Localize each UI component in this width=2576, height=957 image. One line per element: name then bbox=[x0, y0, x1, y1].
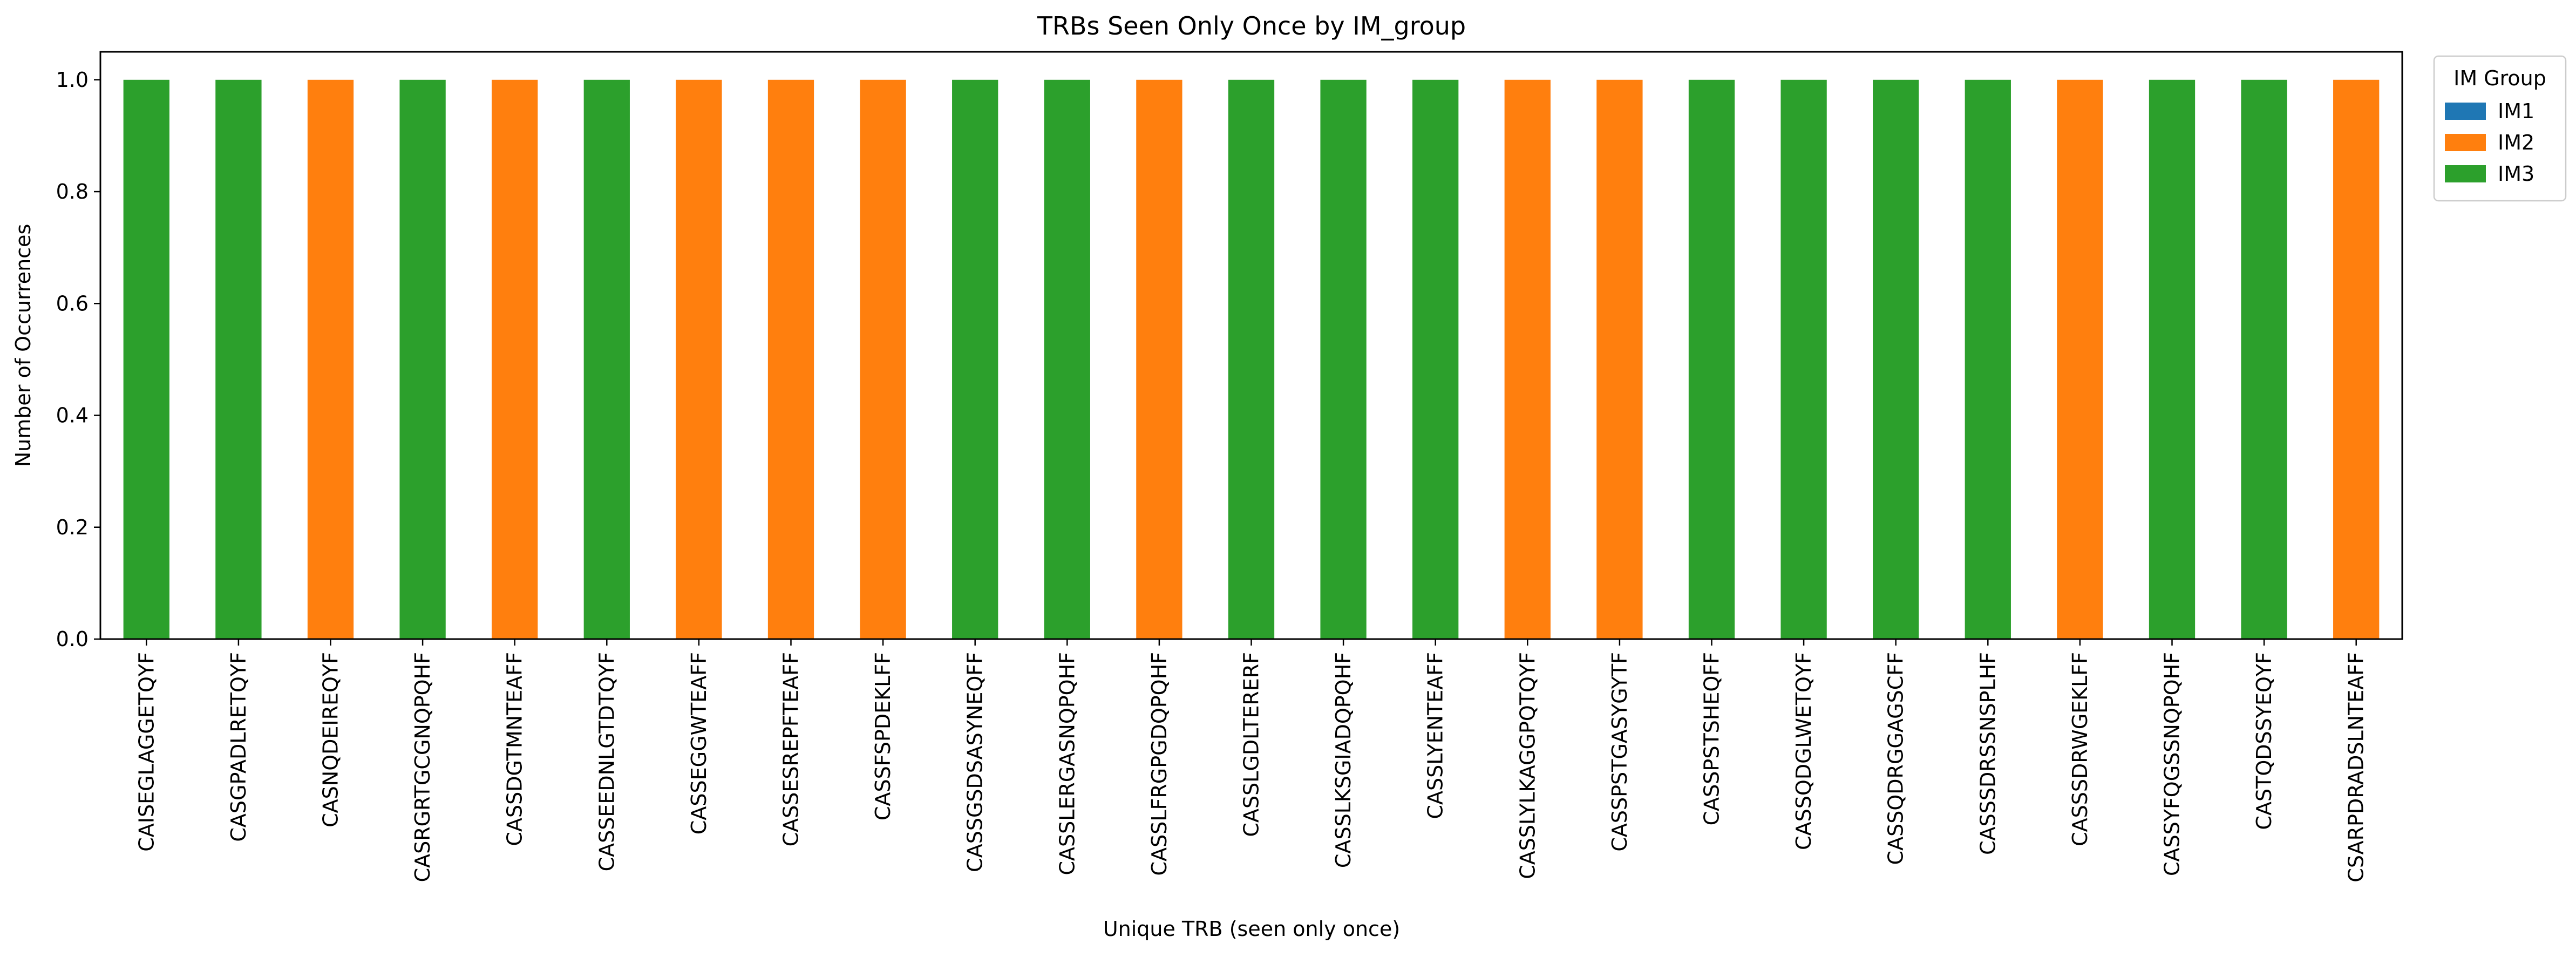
x-tick-label: CASSLYLKAGGPQTQYF bbox=[1515, 652, 1539, 879]
x-tick-label: CASSSDRSSNSPLHF bbox=[1976, 652, 2000, 855]
bar-im3-3 bbox=[399, 79, 446, 639]
bar-im2-6 bbox=[676, 79, 722, 639]
bar-im2-8 bbox=[860, 79, 906, 639]
bar-im3-0 bbox=[123, 79, 169, 639]
bar-im3-23 bbox=[2241, 79, 2287, 639]
bar-im3-1 bbox=[215, 79, 262, 639]
legend-label-im1: IM1 bbox=[2498, 99, 2534, 123]
x-axis-label: Unique TRB (seen only once) bbox=[1103, 917, 1400, 941]
x-tick-label: CASSLKSGIADQPQHF bbox=[1331, 652, 1355, 868]
legend-items: IM1 IM2 IM3 bbox=[2445, 99, 2534, 186]
x-tick-label: CASSEEDNLGTDTQYF bbox=[595, 652, 618, 871]
x-tick-label: CASNQDEIREQYF bbox=[319, 652, 343, 827]
legend-swatch-im2 bbox=[2445, 134, 2486, 151]
legend-label-im3: IM3 bbox=[2498, 162, 2534, 186]
legend-title: IM Group bbox=[2453, 66, 2546, 90]
bar-im3-5 bbox=[583, 79, 630, 639]
bar-im3-18 bbox=[1780, 79, 1827, 639]
legend-frame bbox=[2433, 55, 2567, 202]
x-tick-label: CASSDGTMNTEAFF bbox=[503, 652, 527, 846]
x-tick-label: CASSLFRGPGDQPQHF bbox=[1147, 652, 1171, 875]
bar-im2-15 bbox=[1504, 79, 1551, 639]
legend-swatch-im1 bbox=[2445, 103, 2486, 120]
bar-im3-20 bbox=[1965, 79, 2011, 639]
legend: IM Group IM1 IM2 IM3 bbox=[2433, 55, 2567, 202]
y-tick-label: 0.6 bbox=[56, 291, 89, 315]
x-tick-label: CASSPSTSHEQFF bbox=[1700, 652, 1724, 825]
bar-im2-11 bbox=[1136, 79, 1182, 639]
bars-group bbox=[123, 79, 2380, 639]
bar-im3-10 bbox=[1044, 79, 1090, 639]
x-tick-label: CAISEGLAGGETQYF bbox=[134, 652, 158, 852]
y-tick-label: 1.0 bbox=[56, 68, 89, 92]
y-tick-label: 0.2 bbox=[56, 515, 89, 539]
legend-label-im2: IM2 bbox=[2498, 131, 2534, 154]
y-axis-label: Number of Occurrences bbox=[11, 224, 35, 467]
bar-im3-22 bbox=[2149, 79, 2196, 639]
bar-im3-13 bbox=[1320, 79, 1367, 639]
x-tick-label: CASSEGGWTEAFF bbox=[687, 652, 711, 834]
bar-im3-17 bbox=[1688, 79, 1735, 639]
x-tick-label: CASSLYENTEAFF bbox=[1424, 652, 1447, 819]
chart-title: TRBs Seen Only Once by IM_group bbox=[1037, 11, 1466, 40]
y-tick-label: 0.4 bbox=[56, 404, 89, 427]
x-tick-label: CASSLGDLTERERF bbox=[1240, 652, 1263, 837]
bar-im3-19 bbox=[1873, 79, 1919, 639]
x-tick-label: CASTQDSSYEQYF bbox=[2252, 652, 2276, 830]
x-tick-label: CASSFSPDEKLFF bbox=[871, 652, 895, 820]
x-tick-label: CASSPSTGASYGYTF bbox=[1608, 652, 1632, 852]
bar-im2-7 bbox=[767, 79, 814, 639]
x-tick-label: CASGPADLRETQYF bbox=[227, 652, 250, 842]
bar-im3-12 bbox=[1228, 79, 1275, 639]
x-axis: CAISEGLAGGETQYF CASGPADLRETQYF CASNQDEIREQ… bbox=[134, 639, 2368, 883]
bar-im2-4 bbox=[492, 79, 538, 639]
x-tick-label: CASSYFQGSSNQPQHF bbox=[2160, 652, 2184, 876]
x-tick-label: CASSSDRWGEKLFF bbox=[2068, 652, 2092, 846]
bar-im2-24 bbox=[2333, 79, 2380, 639]
x-tick-label: CASRGRTGCGNQPQHF bbox=[411, 652, 434, 882]
bar-im2-21 bbox=[2057, 79, 2103, 639]
bar-im2-16 bbox=[1596, 79, 1643, 639]
x-tick-label: CSARPDRADSLNTEAFF bbox=[2344, 652, 2368, 883]
x-tick-label: CASSQDGLWETQYF bbox=[1792, 652, 1816, 850]
bar-im2-2 bbox=[307, 79, 354, 639]
x-tick-label: CASSESREPFTEAFF bbox=[779, 652, 803, 846]
bar-im3-9 bbox=[952, 79, 998, 639]
y-tick-label: 0.8 bbox=[56, 180, 89, 203]
y-tick-label: 0.0 bbox=[56, 627, 89, 651]
x-tick-label: CASSGSDSASYNEQFF bbox=[963, 652, 987, 872]
bar-im3-14 bbox=[1412, 79, 1459, 639]
y-axis: 0.0 0.2 0.4 0.6 0.8 1.0 bbox=[56, 68, 100, 651]
x-tick-label: CASSLERGASNQPQHF bbox=[1055, 652, 1079, 875]
legend-swatch-im3 bbox=[2445, 165, 2486, 182]
x-tick-label: CASSQDRGGAGSCFF bbox=[1884, 652, 1908, 865]
